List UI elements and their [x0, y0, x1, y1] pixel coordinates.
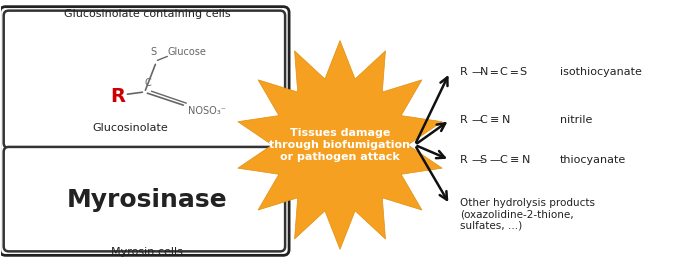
Text: R: R — [460, 115, 468, 125]
Text: R: R — [460, 67, 468, 77]
Text: N: N — [502, 115, 510, 125]
Text: R: R — [110, 87, 125, 106]
Text: C: C — [500, 155, 507, 165]
Polygon shape — [238, 41, 442, 249]
Text: S: S — [151, 47, 157, 57]
Text: S: S — [519, 67, 527, 77]
Text: C: C — [144, 78, 151, 88]
Text: isothiocyanate: isothiocyanate — [559, 67, 641, 77]
Text: —: — — [472, 155, 483, 165]
Text: Myrosinase: Myrosinase — [67, 188, 228, 212]
Text: —: — — [472, 67, 483, 77]
Text: Tissues damage
through biofumigation
or pathogen attack: Tissues damage through biofumigation or … — [269, 128, 410, 161]
Text: C: C — [480, 115, 487, 125]
FancyBboxPatch shape — [0, 7, 289, 255]
Text: ≡: ≡ — [510, 155, 519, 165]
Text: ═: ═ — [510, 67, 517, 77]
Text: ═: ═ — [490, 67, 496, 77]
FancyBboxPatch shape — [3, 147, 285, 251]
Text: —: — — [490, 155, 501, 165]
Text: R: R — [460, 155, 468, 165]
Text: N: N — [480, 67, 488, 77]
Text: Glucosinolate containing cells: Glucosinolate containing cells — [64, 9, 231, 19]
Text: nitrile: nitrile — [559, 115, 592, 125]
Text: Glucosinolate: Glucosinolate — [93, 123, 168, 133]
Text: Myrosin cells: Myrosin cells — [111, 247, 183, 257]
Text: Other hydrolysis products
(oxazolidine-2-thione,
sulfates, …): Other hydrolysis products (oxazolidine-2… — [460, 198, 595, 231]
Text: N: N — [521, 155, 530, 165]
Text: C: C — [500, 67, 507, 77]
FancyBboxPatch shape — [3, 11, 285, 148]
Text: —: — — [472, 115, 483, 125]
Text: Glucose: Glucose — [167, 47, 206, 57]
Text: thiocyanate: thiocyanate — [559, 155, 626, 165]
Text: ≡: ≡ — [490, 115, 499, 125]
Text: NOSO₃⁻: NOSO₃⁻ — [188, 106, 226, 116]
Text: S: S — [480, 155, 487, 165]
